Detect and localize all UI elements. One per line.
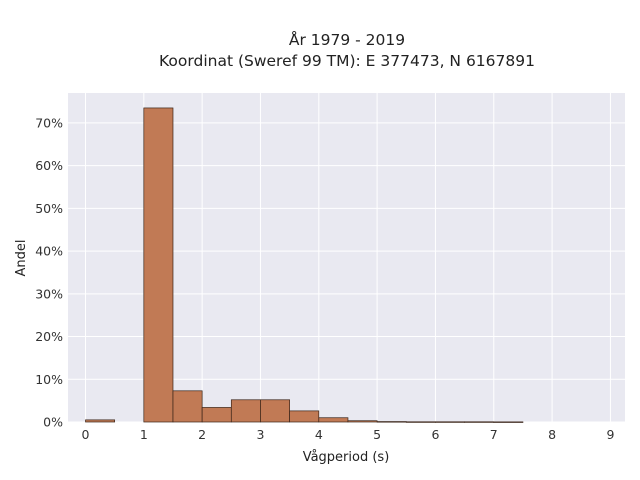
y-tick-label: 60% — [35, 158, 63, 173]
y-tick-label: 30% — [35, 286, 63, 301]
histogram-bar — [493, 421, 524, 423]
histogram-bar — [260, 399, 290, 423]
y-axis-ticks: 0% 10% 20% 30% 40% 50% 60% 70% — [35, 115, 63, 429]
chart-title-line-2: Koordinat (Sweref 99 TM): E 377473, N 61… — [159, 52, 535, 70]
y-tick-label: 20% — [35, 329, 63, 344]
y-tick-label: 50% — [35, 201, 63, 216]
chart-title-line-1: År 1979 - 2019 — [289, 30, 405, 49]
x-tick-label: 8 — [548, 427, 556, 442]
y-tick-label: 70% — [35, 115, 63, 130]
x-tick-label: 0 — [82, 427, 90, 442]
histogram-bar — [435, 421, 465, 423]
histogram-bar — [230, 399, 261, 423]
x-tick-label: 6 — [431, 427, 439, 442]
x-tick-label: 1 — [140, 427, 148, 442]
y-tick-label: 0% — [43, 415, 63, 430]
x-tick-label: 4 — [315, 427, 323, 442]
histogram-bar — [405, 421, 436, 423]
x-tick-label: 9 — [606, 427, 614, 442]
histogram-bar — [85, 419, 116, 423]
x-tick-label: 2 — [198, 427, 206, 442]
histogram-bar — [318, 417, 349, 423]
x-axis-label: Vågperiod (s) — [303, 450, 390, 465]
histogram-bar — [143, 107, 174, 423]
histogram-bar — [376, 421, 407, 423]
y-tick-label: 10% — [35, 372, 63, 387]
x-axis-ticks: 0 1 2 3 4 5 6 7 8 9 — [82, 427, 615, 442]
x-tick-label: 5 — [373, 427, 381, 442]
x-tick-label: 3 — [256, 427, 264, 442]
histogram-bar — [289, 410, 320, 423]
bars — [85, 107, 524, 423]
histogram-bar — [464, 421, 495, 423]
x-tick-label: 7 — [490, 427, 498, 442]
histogram-bar — [172, 390, 203, 423]
y-axis-label: Andel — [14, 240, 29, 277]
y-tick-label: 40% — [35, 244, 63, 259]
histogram-bar — [201, 407, 232, 423]
histogram-bar — [347, 420, 378, 423]
